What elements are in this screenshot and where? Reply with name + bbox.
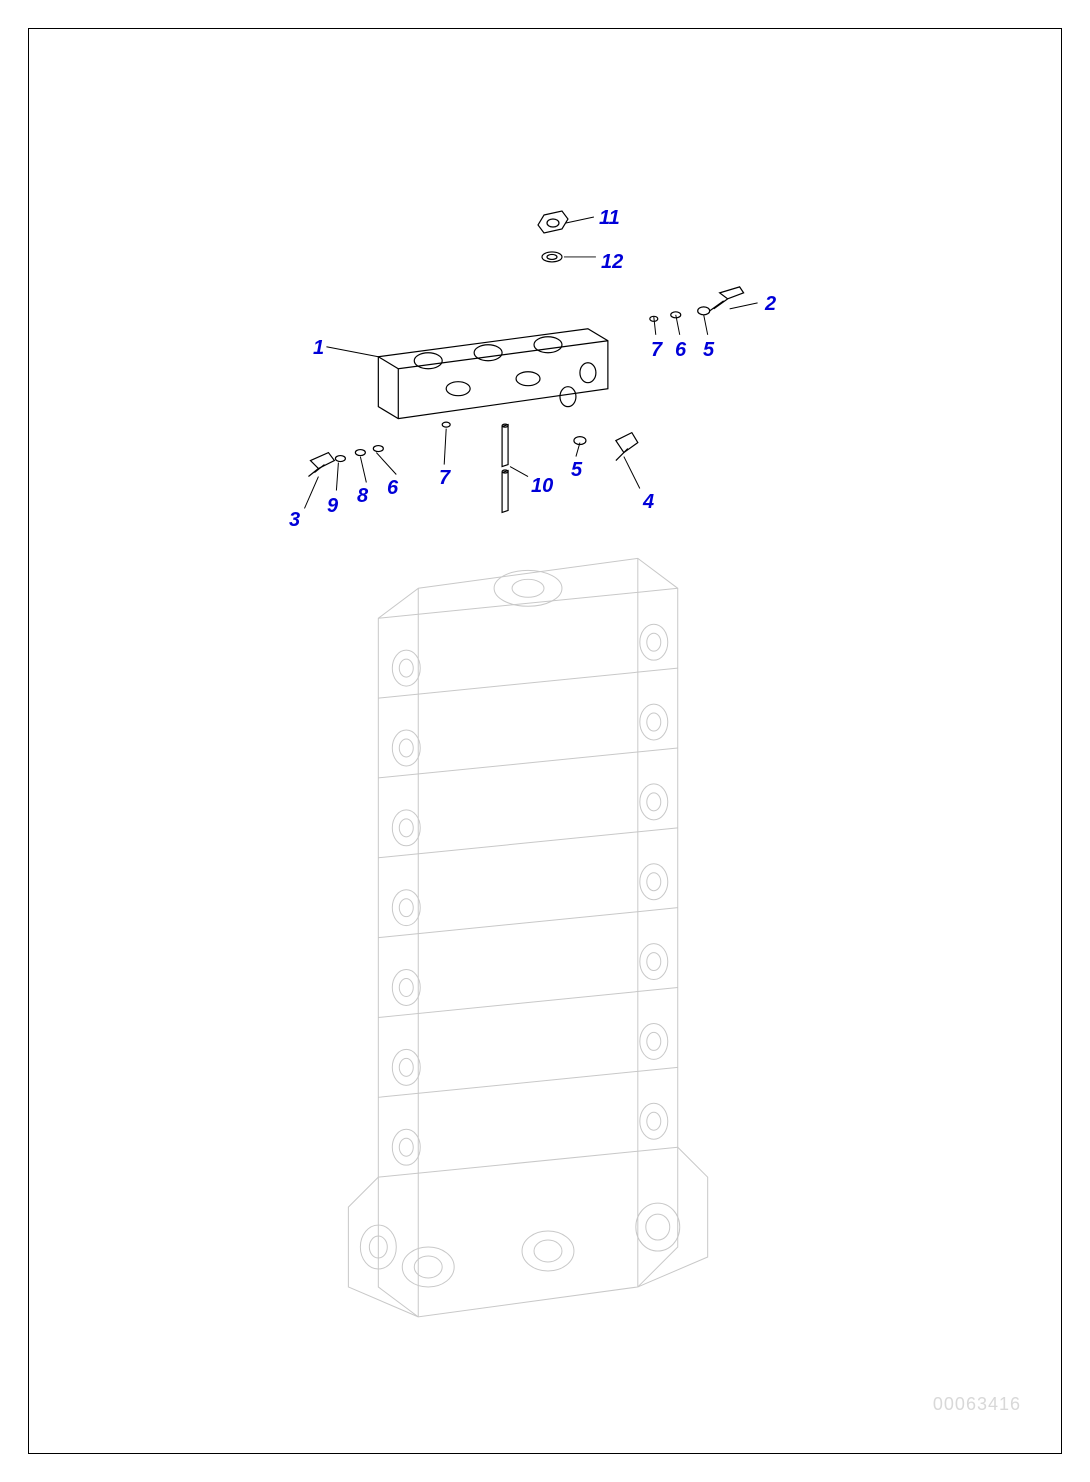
callout-8: 8 xyxy=(357,485,368,508)
callout-9: 9 xyxy=(327,495,338,518)
callout-4: 4 xyxy=(643,491,654,514)
callout-10: 10 xyxy=(531,475,553,498)
callout-5a: 5 xyxy=(703,339,714,362)
callout-11: 11 xyxy=(599,207,620,230)
callout-1: 1 xyxy=(313,337,324,360)
callout-3: 3 xyxy=(289,509,300,532)
callout-2: 2 xyxy=(765,293,776,316)
callout-7b: 7 xyxy=(439,467,450,490)
callout-6a: 6 xyxy=(675,339,686,362)
callout-12: 12 xyxy=(601,251,623,274)
diagram-frame: 1 2 3 4 5 5 6 6 7 7 8 9 10 11 12 0006341… xyxy=(28,28,1062,1454)
drawing-number-watermark: 00063416 xyxy=(933,1394,1021,1415)
callout-7a: 7 xyxy=(651,339,662,362)
technical-drawing xyxy=(29,29,1061,1453)
leader-lines-group xyxy=(304,217,757,508)
callout-6b: 6 xyxy=(387,477,398,500)
callout-5b: 5 xyxy=(571,459,582,482)
